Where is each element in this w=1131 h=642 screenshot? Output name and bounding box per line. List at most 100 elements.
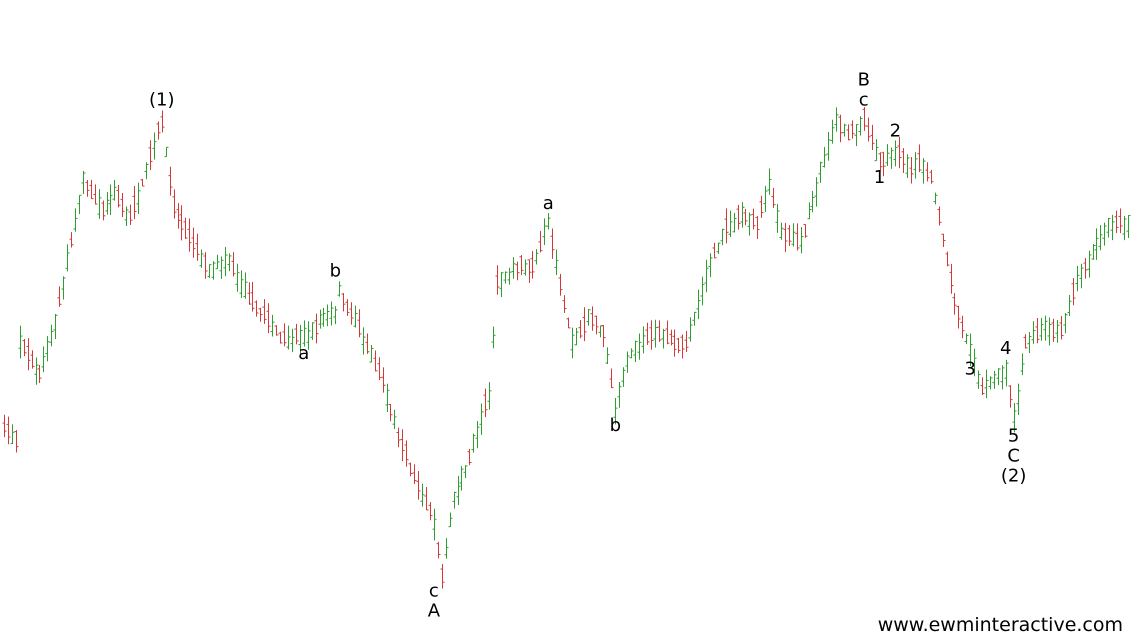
ohlc-bar [791, 223, 796, 247]
ohlc-bar [314, 313, 319, 344]
ohlc-bar [826, 132, 831, 161]
ohlc-bar [657, 320, 662, 342]
wave-label: b [610, 415, 621, 436]
ohlc-bar [388, 404, 393, 422]
ohlc-bar [1122, 216, 1127, 241]
ohlc-bar [952, 293, 957, 315]
ohlc-bar [231, 252, 236, 277]
ohlc-bar [1000, 365, 1005, 390]
ohlc-bar [980, 377, 985, 396]
ohlc-bar [700, 276, 705, 306]
ohlc-bar [483, 388, 488, 418]
ohlc-bar [1087, 250, 1092, 278]
ohlc-bar [491, 326, 496, 349]
ohlc-bar [807, 202, 812, 220]
ohlc-bar [329, 301, 334, 326]
ohlc-bar [93, 184, 98, 205]
ohlc-bar [594, 315, 599, 335]
ohlc-bar [77, 194, 82, 215]
ohlc-bar [736, 204, 741, 230]
ohlc-bar [669, 329, 674, 346]
ohlc-bar [152, 132, 157, 160]
ohlc-bar [846, 124, 851, 141]
ohlc-bar [105, 191, 110, 215]
ohlc-bar [897, 136, 902, 169]
ohlc-bar [574, 327, 579, 346]
ohlc-bar [763, 185, 768, 212]
ohlc-bar [247, 282, 252, 305]
ohlc-bar [412, 464, 417, 485]
ohlc-bar [787, 225, 792, 247]
ohlc-bar [988, 376, 993, 390]
ohlc-bar [278, 331, 283, 344]
ohlc-bar [73, 208, 78, 232]
ohlc-bar [692, 311, 697, 326]
ohlc-bar [85, 179, 90, 197]
ohlc-bar [570, 327, 575, 359]
ohlc-bar [148, 140, 153, 171]
ohlc-bar [381, 367, 386, 393]
ohlc-bar [590, 306, 595, 331]
ohlc-bar [53, 313, 58, 340]
ohlc-bar [909, 157, 914, 184]
ohlc-bar [1008, 385, 1013, 408]
ohlc-bar [172, 189, 177, 219]
ohlc-bar [144, 162, 149, 180]
ohlc-bar [243, 272, 248, 299]
ohlc-bar [834, 107, 839, 132]
ohlc-bar [838, 114, 843, 143]
ohlc-bar [444, 538, 449, 559]
ohlc-bar [870, 124, 875, 151]
ohlc-bar [45, 336, 50, 362]
ohlc-bar [818, 161, 823, 183]
ohlc-bar [274, 325, 279, 336]
ohlc-bar [842, 123, 847, 137]
ohlc-bar [889, 147, 894, 169]
ohlc-bar [515, 261, 520, 281]
ohlc-bar [601, 324, 606, 348]
ohlc-bar [1110, 214, 1115, 241]
ohlc-bar [471, 433, 476, 453]
ohlc-bar [803, 223, 808, 238]
ohlc-bar [26, 338, 31, 371]
ohlc-bar [227, 253, 232, 272]
ohlc-bar [22, 338, 27, 357]
ohlc-bar [519, 254, 524, 276]
ohlc-bar [712, 242, 717, 259]
wave-label: 1 [874, 167, 885, 188]
ohlc-bar [57, 286, 62, 307]
ohlc-bar [69, 232, 74, 248]
ohlc-bar [649, 320, 654, 350]
ohlc-bar [732, 212, 737, 233]
ohlc-bar [223, 247, 228, 277]
ohlc-bar [41, 346, 46, 373]
ohlc-bar [81, 170, 86, 195]
ohlc-bar [562, 295, 567, 313]
ohlc-bar [566, 317, 571, 329]
ohlc-bar [716, 242, 721, 254]
ohlc-bar [747, 212, 752, 236]
wave-label: 5 [1008, 426, 1019, 447]
ohlc-bar [282, 323, 287, 347]
ohlc-bar [629, 348, 634, 359]
ohlc-bar [779, 222, 784, 240]
watermark-url: www.ewminteractive.com [877, 614, 1123, 636]
ohlc-bar [984, 369, 989, 399]
ohlc-bar [676, 337, 681, 354]
ohlc-bar [956, 305, 961, 329]
ohlc-bar [996, 368, 1001, 386]
ohlc-bar [187, 218, 192, 252]
ohlc-bar [1098, 225, 1103, 251]
ohlc-bar [1055, 319, 1060, 343]
ohlc-bar [586, 309, 591, 326]
ohlc-bar [1059, 315, 1064, 340]
ohlc-bar [633, 340, 638, 362]
ohlc-bar [925, 162, 930, 182]
ohlc-bar [325, 304, 330, 327]
ohlc-bar [661, 328, 666, 349]
ohlc-bar [921, 158, 926, 184]
ohlc-bar [1063, 313, 1068, 334]
ohlc-bar [49, 324, 54, 347]
ohlc-bar [1083, 257, 1088, 279]
